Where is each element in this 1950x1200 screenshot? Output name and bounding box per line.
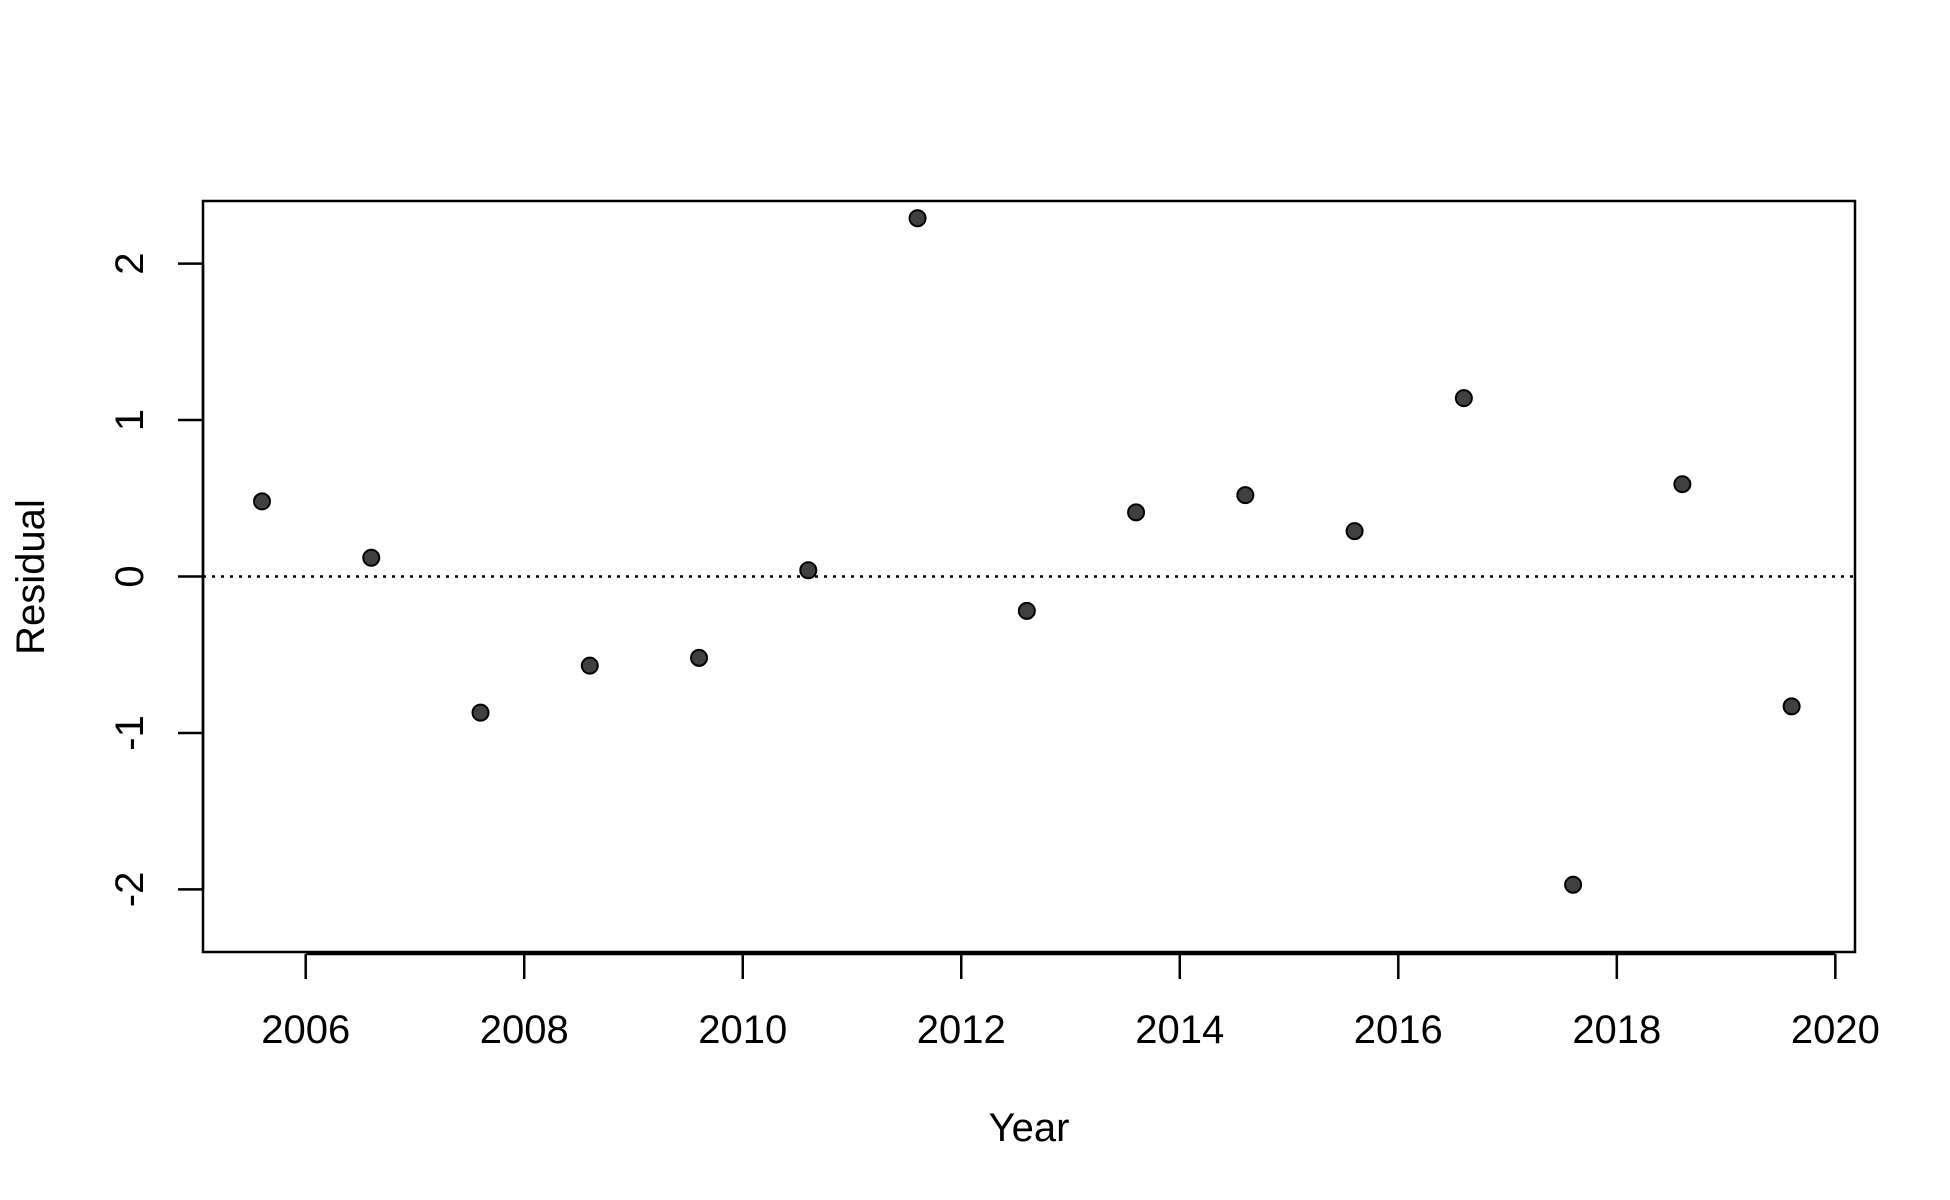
x-tick-label: 2014 [1135,1008,1224,1052]
y-tick-label: -1 [108,715,152,751]
y-tick-label: 1 [108,409,152,431]
data-point [690,648,709,667]
data-point [362,548,381,567]
x-tick-label: 2018 [1572,1008,1661,1052]
y-tick-label: -2 [108,872,152,908]
data-point [1782,697,1801,716]
data-point [1345,522,1364,541]
data-point [1017,601,1036,620]
data-point [1127,503,1146,522]
y-axis: -2 -1 0 1 2 [108,252,205,908]
points-layer [253,209,1801,894]
y-tick-label: 2 [108,252,152,274]
data-point [1236,486,1255,505]
x-tick-label: 2006 [261,1008,350,1052]
data-point [799,561,818,580]
x-axis-title: Year [989,1106,1070,1150]
x-tick-label: 2016 [1354,1008,1443,1052]
data-point [1673,475,1692,494]
x-axis: 2006 2008 2010 2012 2014 2016 2018 2020 [261,952,1880,1052]
data-point [1454,389,1473,408]
data-point [471,703,490,722]
data-point [580,656,599,675]
y-tick-label: 0 [108,565,152,587]
data-point [253,492,271,511]
data-point [908,209,927,228]
y-axis-title: Residual [9,499,53,655]
x-tick-label: 2008 [480,1008,569,1052]
x-tick-label: 2020 [1791,1008,1880,1052]
x-tick-label: 2010 [698,1008,787,1052]
data-point [1564,875,1583,894]
x-tick-label: 2012 [917,1008,1006,1052]
